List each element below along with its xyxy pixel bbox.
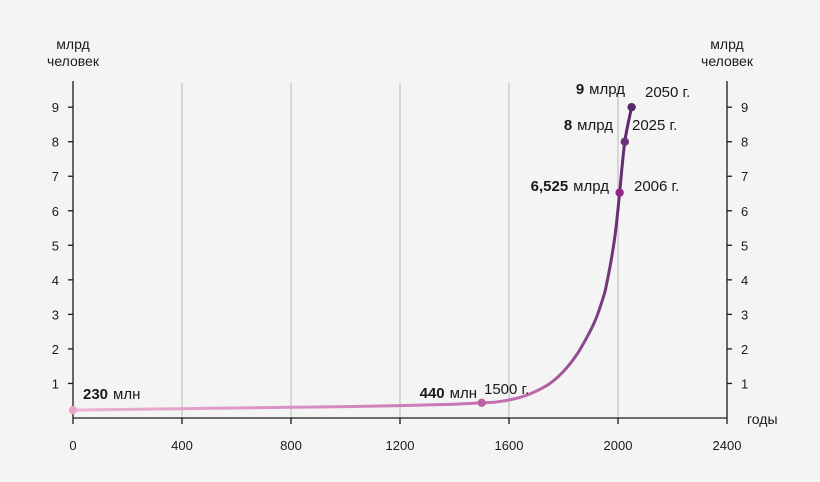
data-point-value-label: 230 млн <box>83 386 140 403</box>
y-tick-label-left: 2 <box>52 342 59 357</box>
x-tick-label: 800 <box>280 438 302 453</box>
y-axis-title-right-line2: человек <box>701 53 754 69</box>
data-point-value: 6,525 <box>531 178 569 195</box>
y-tick-label-right: 2 <box>741 342 748 357</box>
population-curve <box>71 105 634 412</box>
data-point-marker <box>627 102 636 112</box>
data-point-value: 440 <box>420 385 445 402</box>
y-tick-label-left: 4 <box>52 273 59 288</box>
axis-labels: млрд человек млрд человек годы <box>47 36 777 427</box>
y-tick-label-left: 6 <box>52 204 59 219</box>
y-tick-label-left: 5 <box>52 238 59 253</box>
y-tick-label-right: 8 <box>741 135 748 150</box>
data-point-value-label: 8 млрд <box>564 117 613 134</box>
data-point-marker <box>477 398 486 408</box>
data-point-value: 9 <box>576 81 584 98</box>
y-tick-label-right: 9 <box>741 100 748 115</box>
x-tick-label: 400 <box>171 438 193 453</box>
y-tick-label-left: 7 <box>52 169 59 184</box>
grid <box>181 83 619 418</box>
y-tick-label-right: 6 <box>741 204 748 219</box>
data-point-marker <box>615 188 624 197</box>
data-point-unit: млрд <box>573 178 609 195</box>
axes: 0 400 800 1200 1600 2000 2400 1 1 2 2 3 3 4 4 5 5 6 6 7 7 8 8 9… <box>52 81 748 453</box>
data-point-unit: млрд <box>577 117 613 134</box>
y-tick-label-left: 9 <box>52 100 59 115</box>
data-point-unit: млн <box>113 386 140 403</box>
x-tick-label: 1200 <box>386 438 415 453</box>
x-tick-label: 2000 <box>604 438 633 453</box>
data-point-year-label: 2050 г. <box>645 84 690 101</box>
y-tick-label-right: 7 <box>741 169 748 184</box>
data-point-year-label: 2025 г. <box>632 117 677 134</box>
x-tick-label: 2400 <box>713 438 742 453</box>
y-tick-label-right: 5 <box>741 238 748 253</box>
y-axis-title-left-line1: млрд <box>56 36 89 52</box>
data-point-unit: млрд <box>589 81 625 98</box>
data-point-value: 230 <box>83 386 108 403</box>
x-tick-label: 0 <box>69 438 76 453</box>
data-points: 230 млн 440 млн 1500 г.6,525 млрд 2006 г.8 млрд… <box>68 81 690 415</box>
y-tick-label-left: 1 <box>52 376 59 391</box>
data-point-marker <box>620 137 630 146</box>
data-point-value-label: 9 млрд <box>576 81 625 98</box>
y-tick-label-right: 1 <box>741 376 748 391</box>
data-point-unit: млн <box>450 385 477 402</box>
x-axis-title: годы <box>747 411 778 427</box>
data-point-marker <box>68 405 78 415</box>
data-point-year-label: 2006 г. <box>634 178 679 195</box>
y-tick-label-right: 4 <box>741 273 748 288</box>
data-point-year-label: 1500 г. <box>484 381 529 398</box>
data-point-value: 8 <box>564 117 572 134</box>
data-point-value-label: 6,525 млрд <box>531 178 610 195</box>
y-axis-title-right-line1: млрд <box>710 36 743 52</box>
y-tick-label-left: 8 <box>52 135 59 150</box>
y-tick-label-right: 3 <box>741 307 748 322</box>
data-point-value-label: 440 млн <box>420 385 477 402</box>
y-tick-label-left: 3 <box>52 307 59 322</box>
x-tick-label: 1600 <box>495 438 524 453</box>
y-axis-title-left-line2: человек <box>47 53 100 69</box>
